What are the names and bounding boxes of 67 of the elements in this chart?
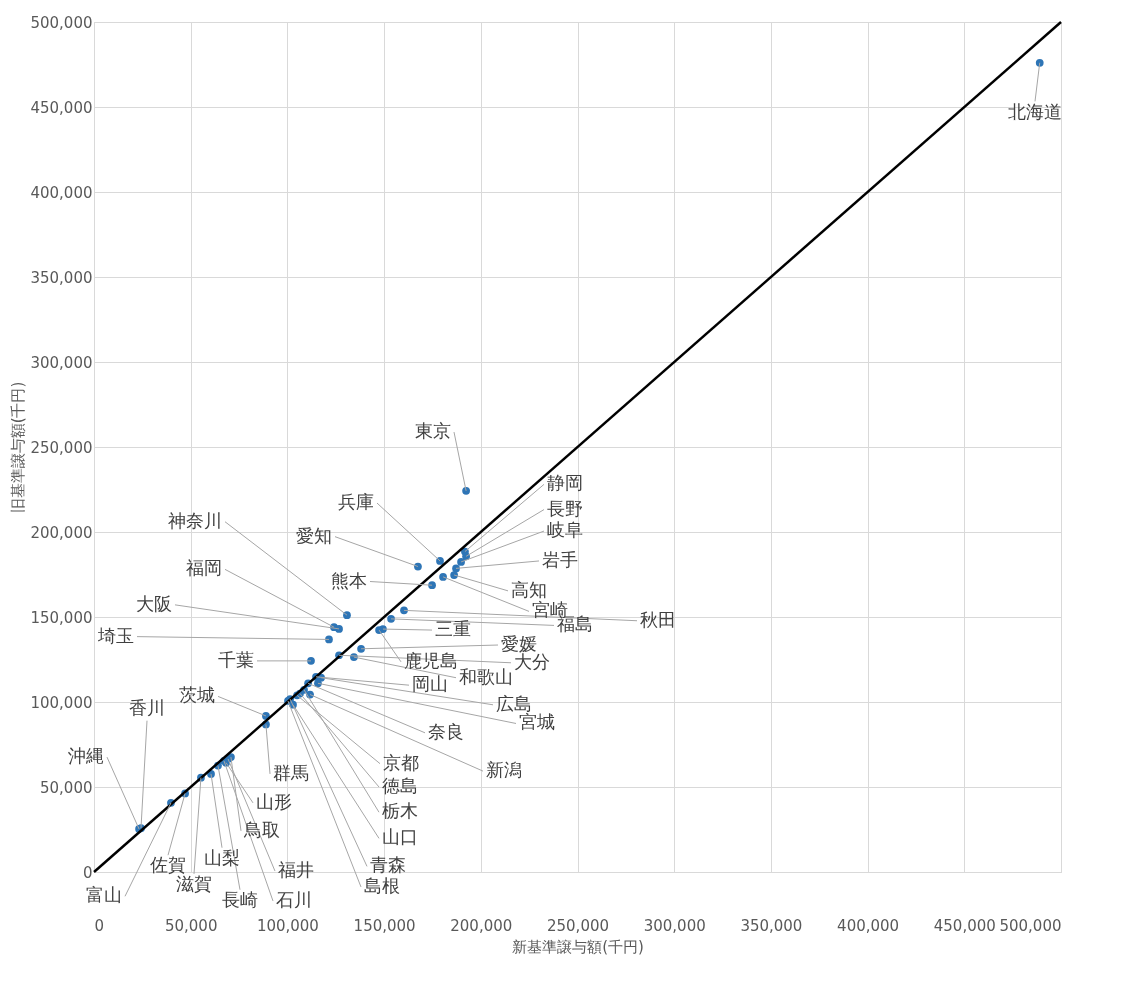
data-label: 富山 xyxy=(86,884,122,906)
data-label: 熊本 xyxy=(331,569,367,591)
data-label: 栃木 xyxy=(382,800,418,822)
data-label: 新潟 xyxy=(486,759,522,781)
y-tick-label: 450,000 xyxy=(30,98,93,117)
data-label: 青森 xyxy=(370,854,406,876)
y-tick-label: 300,000 xyxy=(30,353,93,372)
x-tick-label: 450,000 xyxy=(933,916,996,935)
data-label: 徳島 xyxy=(382,775,418,796)
data-label: 群馬 xyxy=(273,761,309,783)
data-label: 兵庫 xyxy=(338,491,374,513)
data-label: 香川 xyxy=(129,697,165,719)
data-label: 和歌山 xyxy=(459,665,513,687)
data-label: 千葉 xyxy=(218,648,254,670)
x-tick-label: 250,000 xyxy=(546,916,610,935)
y-tick-label: 350,000 xyxy=(30,268,93,287)
data-label: 埼玉 xyxy=(97,624,134,646)
data-label: 福岡 xyxy=(186,557,222,579)
data-label: 滋賀 xyxy=(176,873,212,895)
data-label: 岡山 xyxy=(412,673,448,695)
y-tick-label: 0 xyxy=(82,863,93,882)
data-label: 神奈川 xyxy=(168,509,222,531)
data-label: 石川 xyxy=(276,888,312,910)
data-label: 京都 xyxy=(383,751,419,773)
data-label: 沖縄 xyxy=(68,745,104,767)
y-tick-label: 500,000 xyxy=(30,13,93,32)
y-tick-label: 250,000 xyxy=(30,438,93,457)
x-axis-title: 新基準譲与額(千円) xyxy=(512,937,644,956)
data-label: 福井 xyxy=(278,859,314,881)
x-tick-label: 200,000 xyxy=(450,916,513,935)
data-label: 北海道 xyxy=(1008,100,1062,122)
x-tick-label: 50,000 xyxy=(164,916,218,935)
data-label: 秋田 xyxy=(640,608,676,630)
y-tick-label: 400,000 xyxy=(30,183,93,202)
x-tick-label: 0 xyxy=(94,916,105,935)
data-label: 大阪 xyxy=(136,592,172,614)
data-label: 長崎 xyxy=(222,888,258,910)
data-label: 高知 xyxy=(511,578,547,600)
x-tick-label: 300,000 xyxy=(643,916,706,935)
data-label: 広島 xyxy=(496,692,532,714)
data-label: 愛知 xyxy=(296,524,332,546)
data-label: 長野 xyxy=(547,497,583,519)
x-tick-label: 400,000 xyxy=(837,916,900,935)
data-label: 鳥取 xyxy=(243,818,280,840)
data-label: 岐阜 xyxy=(547,519,583,541)
y-axis-title: 旧基準譲与額(千円) xyxy=(9,381,28,514)
x-tick-label: 100,000 xyxy=(256,916,319,935)
data-label: 島根 xyxy=(364,874,400,896)
y-tick-label: 200,000 xyxy=(30,523,93,542)
x-tick-label: 500,000 xyxy=(999,916,1062,935)
data-label: 山形 xyxy=(256,790,292,812)
data-label: 佐賀 xyxy=(150,854,186,876)
x-tick-label: 350,000 xyxy=(740,916,803,935)
data-label: 奈良 xyxy=(428,720,464,742)
data-label: 静岡 xyxy=(547,472,583,494)
data-label: 東京 xyxy=(415,420,451,442)
y-tick-label: 100,000 xyxy=(30,693,93,712)
data-label: 三重 xyxy=(435,618,471,640)
data-label: 山口 xyxy=(382,826,418,848)
data-label: 宮城 xyxy=(519,711,555,733)
data-label: 山梨 xyxy=(204,846,240,868)
data-label: 鹿児島 xyxy=(404,649,458,671)
data-label: 岩手 xyxy=(542,548,578,570)
y-tick-label: 150,000 xyxy=(30,608,93,627)
y-tick-label: 50,000 xyxy=(40,778,93,797)
x-tick-label: 150,000 xyxy=(353,916,416,935)
data-label: 茨城 xyxy=(179,684,215,706)
